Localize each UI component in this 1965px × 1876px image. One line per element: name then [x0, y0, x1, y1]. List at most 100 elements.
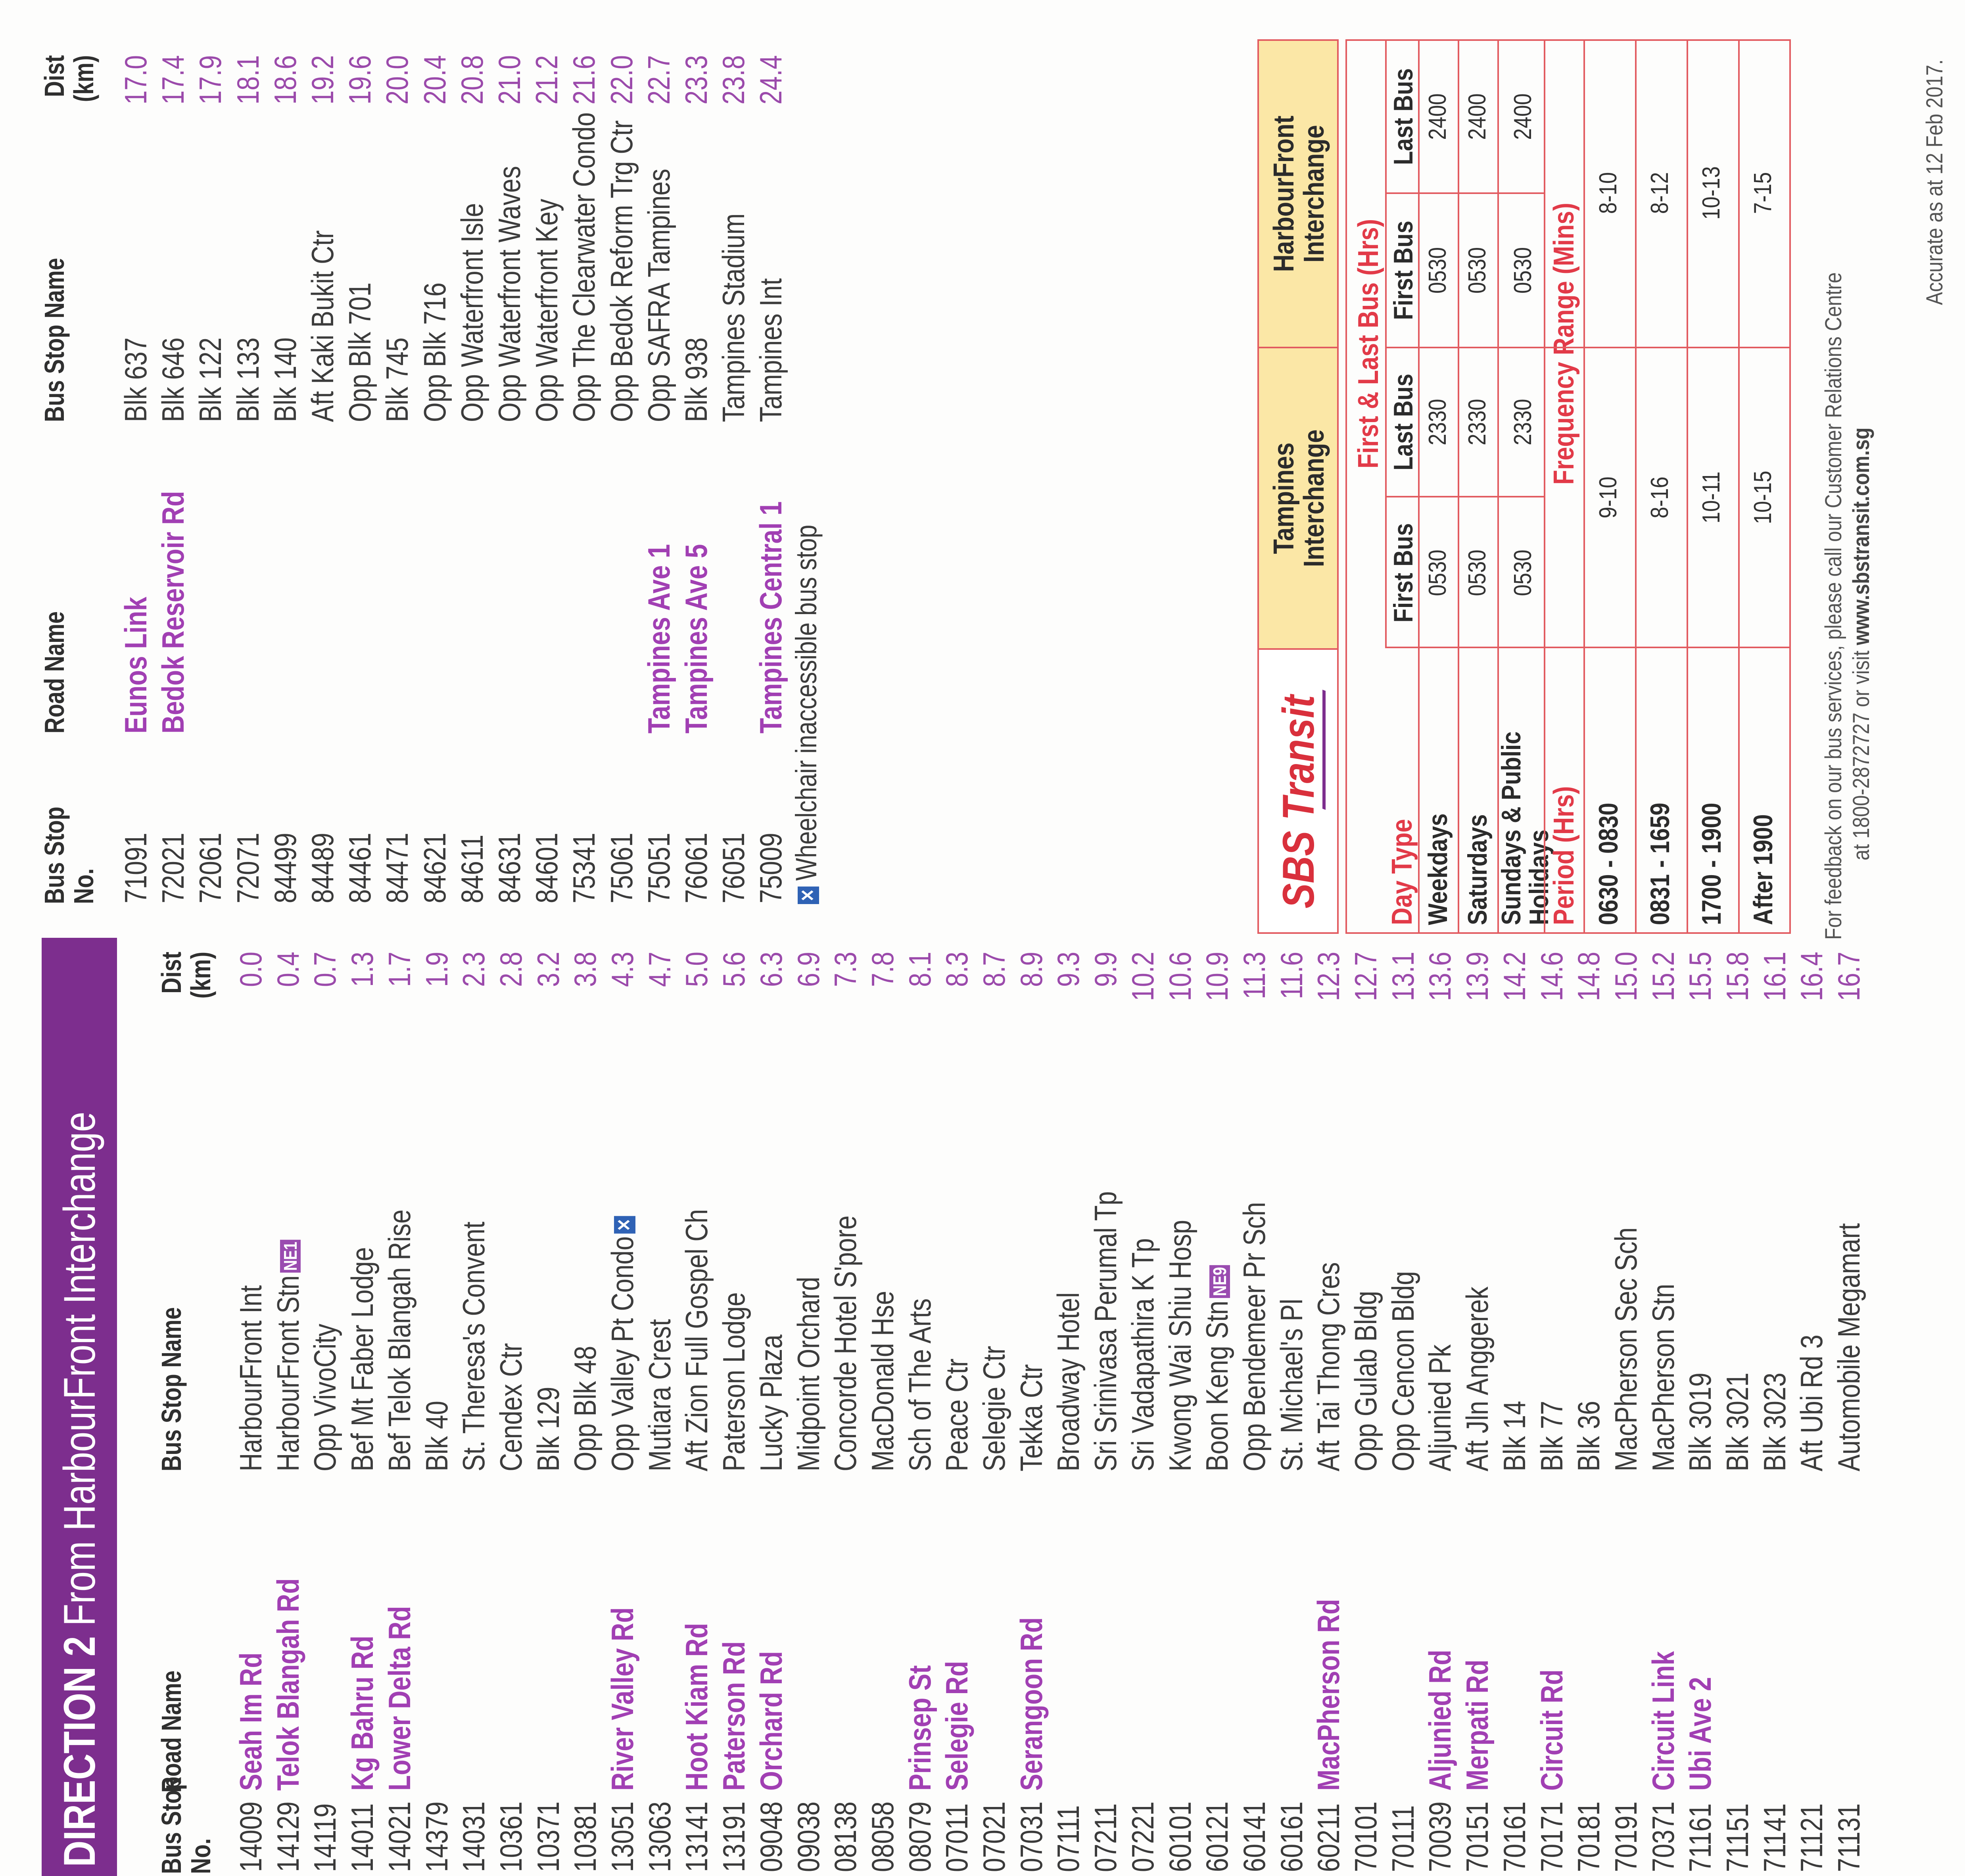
bus-stop-name: Aljunied Pk — [1422, 1344, 1458, 1471]
bus-stop-name: Automobile Megamart — [1831, 1223, 1867, 1471]
bus-stop-no: 75341 — [566, 833, 602, 903]
wheelchair-inaccessible-icon: ✕ — [614, 1216, 636, 1234]
table-row: 14021 Lower Delta Rd Bef Telok Blangah Ris… — [381, 938, 418, 1876]
first-bus-time: 0530 — [1464, 247, 1491, 294]
table-row: 84489 Aft Kaki Bukit Ctr 19.2 — [304, 31, 341, 904]
bus-stop-name: Cendex Ctr — [493, 1343, 528, 1471]
bus-stop-name: Sch of The Arts — [902, 1298, 937, 1471]
bus-stop-name: Blk 938 — [679, 337, 714, 422]
table-row: 71131 Automobile Megamart 16.7 — [1830, 938, 1867, 1876]
road-name: Merpati Rd — [1460, 1659, 1495, 1791]
bus-stop-no: 84461 — [342, 833, 378, 903]
bus-stop-name: Opp The Clearwater Condo — [566, 112, 602, 422]
distance-km: 3.2 — [530, 952, 566, 987]
bus-stop-name: Tampines Int — [753, 278, 789, 422]
bus-stop-no: 08058 — [865, 1801, 900, 1872]
bus-stop-no: 71131 — [1831, 1803, 1867, 1872]
bus-stop-no: 08138 — [828, 1801, 863, 1872]
table-row: 84611 Opp Waterfront Isle 20.8 — [453, 31, 491, 904]
bus-stop-no: 10381 — [568, 1801, 603, 1872]
bus-stop-no: 13063 — [642, 1801, 677, 1872]
bus-stop-no: 71121 — [1794, 1803, 1829, 1872]
frequency-tampines: 10-11 — [1698, 471, 1725, 524]
bus-stop-no: 13051 — [605, 1801, 640, 1872]
bus-stop-no: 09038 — [791, 1801, 826, 1872]
road-name: Circuit Rd — [1534, 1669, 1569, 1791]
distance-km: 13.6 — [1422, 952, 1458, 1001]
road-name: Tampines Ave 5 — [679, 544, 714, 734]
bus-stop-no: 70181 — [1571, 1801, 1606, 1872]
table-row: 71161 Ubi Ave 2 Blk 3019 15.5 — [1681, 938, 1719, 1876]
website-link[interactable]: www.sbstransit.com.sg — [1848, 427, 1874, 645]
distance-km: 6.3 — [753, 952, 789, 987]
bus-stop-no: 60141 — [1236, 1801, 1272, 1872]
distance-km: 7.3 — [828, 952, 863, 987]
first-bus-time: 0530 — [1424, 549, 1451, 596]
table-row: 14379 Blk 40 1.9 — [418, 938, 455, 1876]
frequency-tampines: 8-16 — [1646, 476, 1673, 518]
table-row: 75051 Tampines Ave 1 Opp SAFRA Tampines 22.… — [640, 31, 677, 904]
distance-km: 21.6 — [566, 55, 602, 105]
sbs-transit-logo: SBS Transit — [1274, 695, 1323, 908]
table-row: 08138 Concorde Hotel S'pore 7.3 — [827, 938, 864, 1876]
bus-stop-no: 70039 — [1422, 1801, 1458, 1872]
distance-km: 2.3 — [456, 952, 491, 987]
table-row: 70111 Opp Cencon Bldg 13.1 — [1384, 938, 1422, 1876]
first-bus-time: 0530 — [1509, 247, 1537, 294]
bus-stop-name: St. Michael's Pl — [1274, 1298, 1309, 1471]
bus-stop-no: 75051 — [641, 833, 676, 903]
distance-km: 17.9 — [193, 55, 228, 105]
table-row: 13191 Paterson Rd Paterson Lodge 5.6 — [715, 938, 752, 1876]
bus-stop-no: 14021 — [382, 1801, 417, 1872]
table-row: 70161 Blk 14 14.2 — [1496, 938, 1533, 1876]
bus-stop-name: Opp Bedok Reform Trg Ctr — [604, 120, 639, 422]
bus-stop-name: Opp Blk 48 — [568, 1346, 603, 1471]
table-row: 71141 Blk 3023 16.1 — [1756, 938, 1793, 1876]
bus-stop-name: Blk 140 — [267, 337, 303, 422]
frequency-harbourfront: 7-15 — [1749, 172, 1777, 214]
table-row: 72071 Blk 133 18.1 — [229, 31, 267, 904]
last-bus-time: 2400 — [1424, 93, 1451, 140]
table-row: 09048 Orchard Rd Lucky Plaza 6.3 — [752, 938, 790, 1876]
distance-km: 1.7 — [382, 952, 417, 987]
bus-stop-no: 60101 — [1162, 1801, 1197, 1872]
stops-table-right: 71091 Eunos Link Blk 637 17.0 72021 Bedok Res… — [117, 31, 831, 904]
direction-banner: DIRECTION 2 From HarbourFront Interchang… — [42, 938, 117, 1876]
bus-stop-name: Broadway Hotel — [1051, 1292, 1086, 1471]
distance-km: 12.7 — [1348, 952, 1383, 1001]
distance-km: 15.0 — [1608, 952, 1643, 1001]
distance-km: 22.0 — [604, 55, 639, 105]
bus-stop-name: MacDonald Hse — [865, 1290, 900, 1471]
table-row: 60101 Kwong Wai Shiu Hosp 10.6 — [1161, 938, 1199, 1876]
bus-stop-name: HarbourFront StnNE1 — [269, 1240, 307, 1471]
bus-stop-no: 14031 — [456, 1801, 491, 1872]
distance-km: 14.8 — [1571, 952, 1606, 1001]
bus-stop-name: Opp Cencon Bldg — [1385, 1271, 1420, 1471]
distance-km: 17.4 — [155, 55, 191, 105]
table-row: 07211 Sri Srinivasa Perumal Tp 9.9 — [1087, 938, 1124, 1876]
distance-km: 14.2 — [1497, 952, 1532, 1001]
table-row: 71091 Eunos Link Blk 637 17.0 — [117, 31, 154, 904]
bus-stop-name: Blk 637 — [118, 337, 153, 422]
header-stop-no-right: Bus Stop No. — [39, 806, 99, 904]
bus-stop-no: 71151 — [1720, 1803, 1755, 1872]
bus-stop-name: Aft Kaki Bukit Ctr — [305, 230, 340, 422]
last-bus-time: 2330 — [1464, 399, 1491, 445]
road-name: Selegie Rd — [939, 1661, 975, 1791]
bus-stop-name: Opp VivoCity — [307, 1323, 343, 1471]
bus-stop-no: 84499 — [267, 833, 303, 903]
period-range: After 1900 — [1748, 814, 1778, 925]
table-row: 84471 Blk 745 20.0 — [378, 31, 416, 904]
table-row: 75341 Opp The Clearwater Condo 21.6 — [565, 31, 603, 904]
distance-km: 0.4 — [270, 952, 305, 987]
distance-km: 4.7 — [642, 952, 677, 987]
bus-stop-no: 13191 — [716, 1801, 752, 1872]
first-last-title: First & Last Bus (Hrs) — [1353, 219, 1384, 469]
bus-stop-name: Blk 646 — [155, 337, 191, 422]
table-row: 07111 Broadway Hotel 9.3 — [1050, 938, 1087, 1876]
distance-km: 22.7 — [641, 55, 676, 105]
first-bus-time: 0530 — [1424, 247, 1451, 294]
bus-stop-no: 84621 — [417, 833, 452, 903]
bus-stop-no: 71161 — [1683, 1803, 1718, 1872]
table-row: 75061 Opp Bedok Reform Trg Ctr 22.0 — [603, 31, 640, 904]
